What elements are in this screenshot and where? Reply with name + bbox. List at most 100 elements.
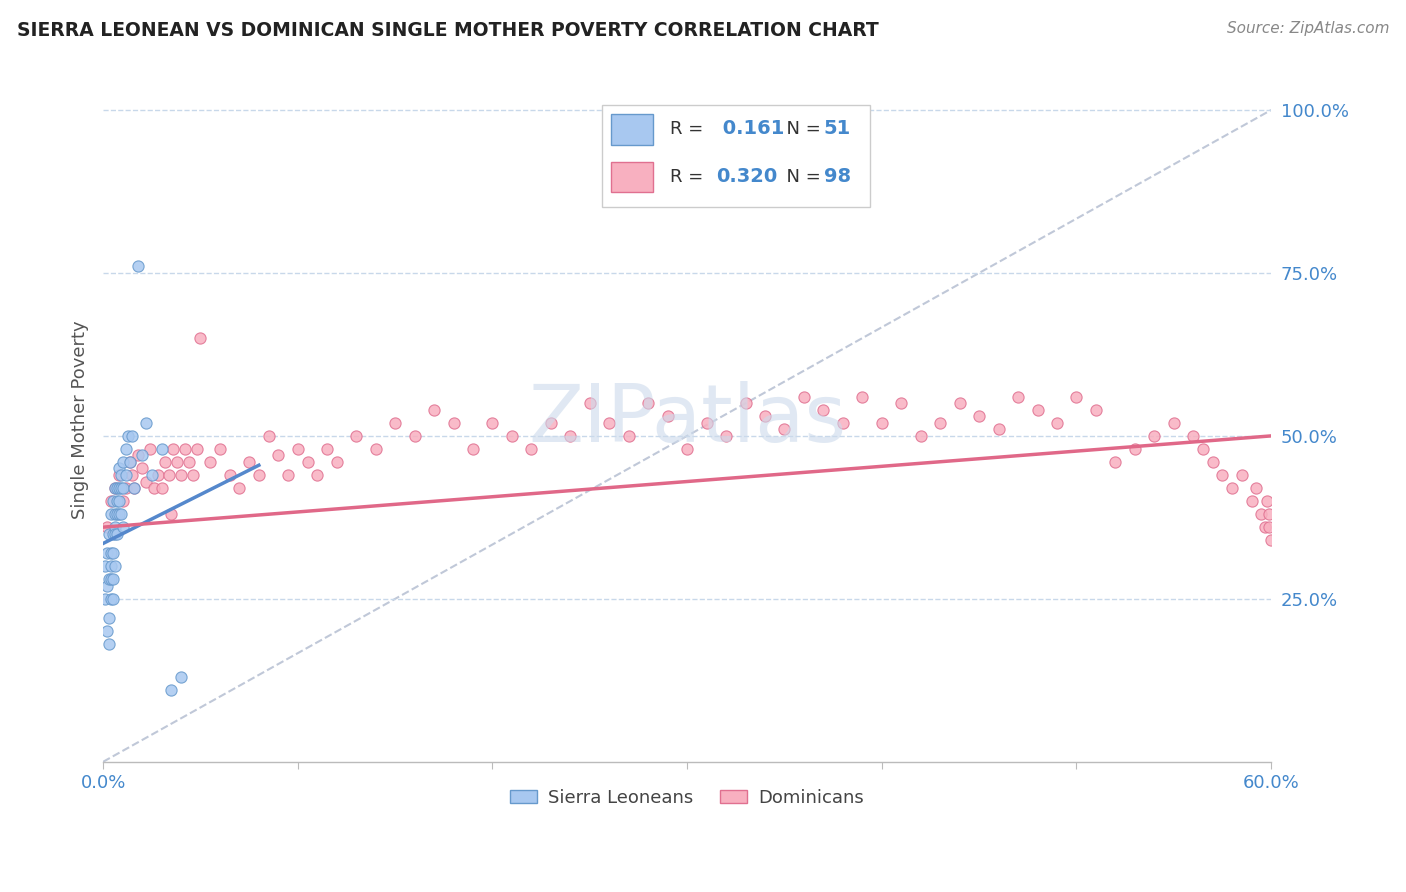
Point [307, 468, 329, 483]
Point [1143, 429, 1166, 443]
Point [1104, 455, 1126, 469]
Point [100, 494, 122, 508]
Point [1260, 533, 1282, 548]
Point [198, 455, 221, 469]
Point [1211, 468, 1233, 483]
Point [173, 442, 195, 456]
Point [238, 455, 260, 469]
Point [104, 481, 127, 495]
Point [115, 442, 138, 456]
Point [111, 455, 134, 469]
Point [135, 416, 157, 430]
Text: 0.161: 0.161 [716, 120, 785, 138]
Point [115, 468, 138, 483]
Point [105, 507, 128, 521]
Point [166, 455, 188, 469]
Point [98, 637, 121, 651]
Point [107, 461, 129, 475]
Point [696, 416, 718, 430]
Point [100, 559, 122, 574]
Point [870, 416, 893, 430]
Point [540, 416, 562, 430]
Point [734, 396, 756, 410]
Point [1066, 390, 1088, 404]
Point [150, 481, 173, 495]
Legend: Sierra Leoneans, Dominicans: Sierra Leoneans, Dominicans [503, 782, 872, 814]
Point [1244, 481, 1267, 495]
Point [111, 481, 134, 495]
Point [110, 481, 132, 495]
Point [131, 449, 153, 463]
Point [127, 260, 149, 274]
Point [190, 331, 212, 345]
Point [617, 429, 640, 443]
Point [1007, 390, 1029, 404]
Text: 0.320: 0.320 [716, 167, 778, 186]
Point [107, 494, 129, 508]
Point [987, 422, 1010, 436]
Point [146, 468, 169, 483]
Point [1250, 507, 1272, 521]
Point [100, 572, 122, 586]
Point [481, 416, 503, 430]
Point [160, 683, 183, 698]
Point [247, 468, 270, 483]
Point [155, 455, 177, 469]
Point [676, 442, 699, 456]
Point [94, 559, 117, 574]
Point [1254, 520, 1277, 534]
Point [105, 494, 128, 508]
FancyBboxPatch shape [612, 162, 654, 193]
Point [107, 468, 129, 483]
Point [208, 442, 231, 456]
Point [316, 442, 339, 456]
Point [104, 526, 127, 541]
Point [1230, 468, 1253, 483]
Point [110, 468, 132, 483]
Point [127, 449, 149, 463]
Point [100, 591, 122, 606]
Point [910, 429, 932, 443]
FancyBboxPatch shape [612, 114, 654, 145]
Point [141, 468, 163, 483]
Point [98, 572, 121, 586]
Point [131, 461, 153, 475]
Point [101, 591, 124, 606]
Point [101, 572, 124, 586]
Point [100, 507, 122, 521]
Text: R =: R = [669, 168, 709, 186]
Point [754, 409, 776, 424]
Point [120, 455, 142, 469]
Point [773, 422, 796, 436]
Point [170, 670, 193, 684]
Point [1163, 416, 1185, 430]
Point [257, 429, 280, 443]
Text: N =: N = [775, 120, 827, 137]
Text: 98: 98 [824, 167, 851, 186]
Point [793, 390, 815, 404]
Point [501, 429, 523, 443]
Point [111, 520, 134, 534]
Point [1240, 494, 1263, 508]
Point [423, 402, 446, 417]
Point [404, 429, 426, 443]
Text: 51: 51 [824, 120, 851, 138]
Point [560, 429, 582, 443]
Point [714, 429, 737, 443]
Point [181, 468, 204, 483]
Point [98, 526, 121, 541]
Point [117, 429, 139, 443]
Point [1258, 507, 1281, 521]
Point [142, 481, 165, 495]
Point [1256, 494, 1278, 508]
Point [160, 507, 183, 521]
Point [98, 611, 121, 625]
Point [461, 442, 484, 456]
Point [121, 468, 143, 483]
Point [170, 468, 193, 483]
Point [101, 526, 124, 541]
Point [637, 396, 659, 410]
Point [929, 416, 952, 430]
Point [101, 494, 124, 508]
Point [104, 520, 127, 534]
